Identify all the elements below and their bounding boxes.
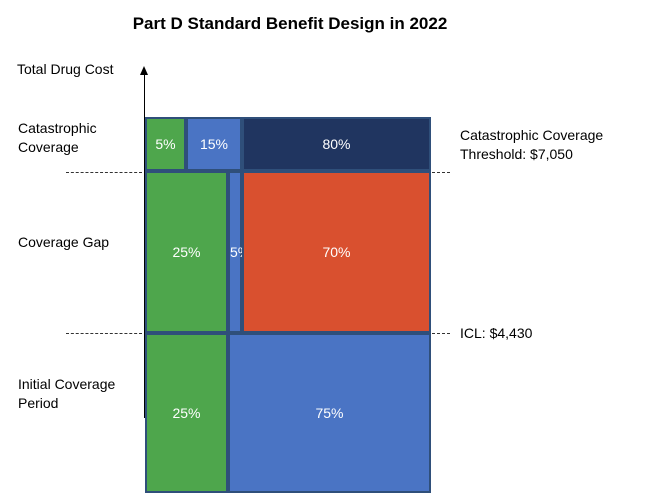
cell-catastrophic-plan: 15% bbox=[186, 117, 242, 171]
diagram-title: Part D Standard Benefit Design in 2022 bbox=[132, 14, 448, 33]
cell-initial-enrollee: 25% bbox=[145, 333, 228, 493]
threshold-dash-right-icl bbox=[432, 333, 450, 334]
row-label-catastrophic-line1: Catastrophic bbox=[18, 120, 97, 136]
row-label-catastrophic: Catastrophic Coverage bbox=[18, 119, 138, 157]
cell-gap-manufacturer: 70% bbox=[242, 171, 431, 333]
threshold-label-catastrophic-line2: Threshold: $7,050 bbox=[460, 146, 573, 162]
threshold-dash-right-catastrophic bbox=[432, 172, 450, 173]
threshold-label-catastrophic: Catastrophic Coverage Threshold: $7,050 bbox=[460, 126, 603, 164]
axis-label: Total Drug Cost bbox=[17, 61, 114, 77]
row-label-initial-line2: Period bbox=[18, 395, 59, 411]
cell-catastrophic-medicare: 80% bbox=[242, 117, 431, 171]
row-label-initial-line1: Initial Coverage bbox=[18, 376, 116, 392]
threshold-label-catastrophic-line1: Catastrophic Coverage bbox=[460, 127, 604, 143]
axis-arrow-icon bbox=[140, 66, 148, 75]
row-label-initial: Initial Coverage Period bbox=[18, 375, 138, 413]
cell-initial-plan: 75% bbox=[228, 333, 431, 493]
threshold-dash-left-icl bbox=[66, 333, 142, 334]
row-label-catastrophic-line2: Coverage bbox=[18, 139, 79, 155]
threshold-dash-left-catastrophic bbox=[66, 172, 142, 173]
cell-gap-plan: 5% bbox=[228, 171, 250, 333]
row-label-gap: Coverage Gap bbox=[18, 234, 110, 250]
cell-catastrophic-enrollee: 5% bbox=[145, 117, 186, 171]
threshold-label-icl: ICL: $4,430 bbox=[460, 325, 533, 341]
cell-gap-enrollee: 25% bbox=[145, 171, 228, 333]
y-axis-line bbox=[144, 74, 145, 418]
